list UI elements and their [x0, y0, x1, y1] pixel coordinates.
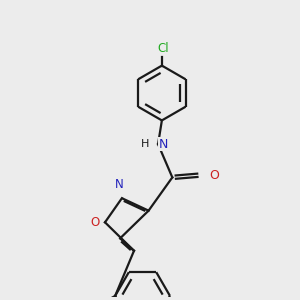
Text: O: O [90, 216, 99, 229]
Text: Cl: Cl [157, 42, 169, 55]
Text: H: H [141, 139, 149, 149]
Text: N: N [115, 178, 124, 191]
Text: N: N [159, 138, 168, 151]
Text: O: O [209, 169, 219, 182]
